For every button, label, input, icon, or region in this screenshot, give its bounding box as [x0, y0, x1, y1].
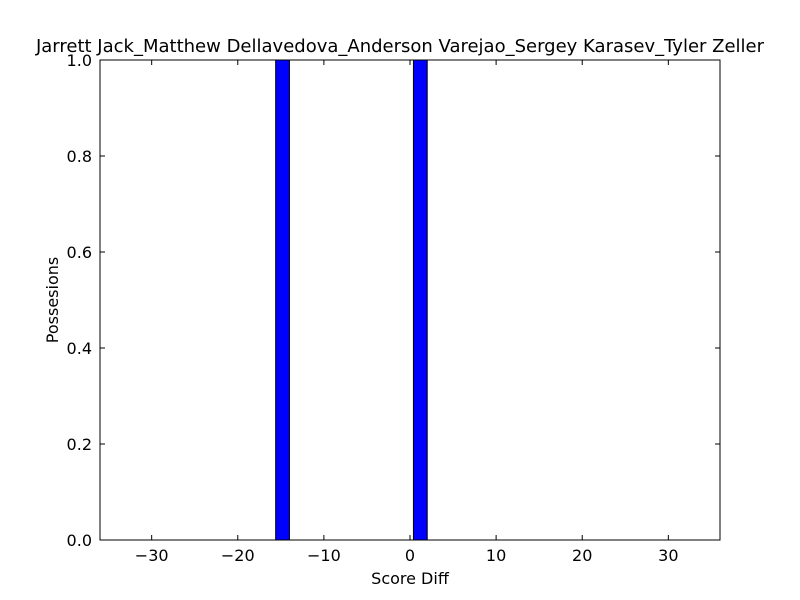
x-tick-label: 30 [658, 546, 678, 565]
bar-1 [412, 59, 428, 541]
y-tick-label: 0.4 [67, 339, 92, 358]
y-tick-label: 0.0 [67, 531, 92, 550]
y-tick-label: 0.8 [67, 147, 92, 166]
ticks-layer: −30 −20 −10 0 10 20 30 0.0 0.2 0.4 0.6 0.8 1.0 [67, 51, 720, 565]
bars-layer [275, 59, 428, 541]
y-tick-label: 0.6 [67, 243, 92, 262]
x-tick-label: 0 [405, 546, 415, 565]
y-tick-label: 1.0 [67, 51, 92, 70]
bar-0 [275, 59, 290, 541]
x-axis-label: Score Diff [371, 569, 450, 588]
x-tick-label: −30 [135, 546, 169, 565]
x-tick-label: 10 [486, 546, 506, 565]
x-tick-label: 20 [572, 546, 592, 565]
x-tick-label: −20 [221, 546, 255, 565]
y-tick-label: 0.2 [67, 435, 92, 454]
plot-area-frame [99, 59, 721, 541]
chart-title: Jarrett Jack_Matthew Dellavedova_Anderso… [35, 36, 765, 57]
x-tick-label: −10 [307, 546, 341, 565]
y-axis-label: Possesions [43, 257, 62, 343]
